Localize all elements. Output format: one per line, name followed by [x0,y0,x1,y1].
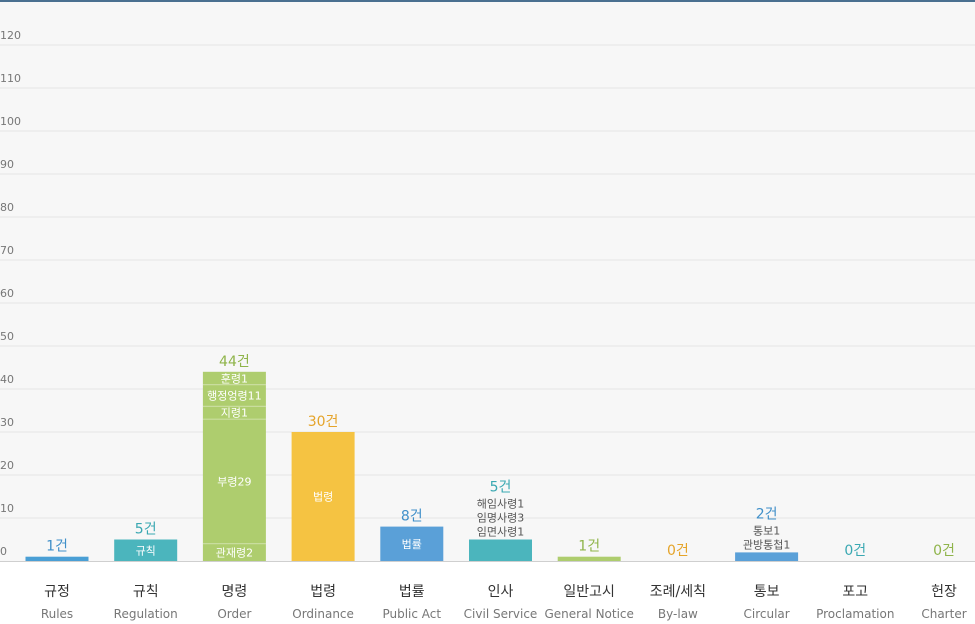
category-label-en: Circular [743,607,789,621]
y-tick-label: 80 [0,201,14,214]
bar-segment [202,384,266,407]
bar-segment-label: 지령1 [221,407,248,420]
bar-note: 임명사령3 [477,512,524,525]
y-tick-label: 50 [0,330,14,343]
bar-total-label: 1건 [578,539,600,555]
y-tick-label: 30 [0,416,14,429]
category-label-ko: 법령 [310,584,336,600]
bar-segment [735,552,799,561]
bar-segment-label: 훈령1 [221,372,248,385]
category-label-en: Charter [921,607,966,621]
bar-total-label: 0건 [933,543,955,559]
category-label-en: Order [217,607,251,621]
category-label-ko: 헌장 [931,584,957,600]
category-label-ko: 통보 [754,584,780,600]
category-label-ko: 규정 [44,584,70,600]
bar-segment [557,556,621,561]
bar-segment-label: 규칙 [136,544,156,557]
y-tick-label: 110 [0,72,21,85]
bar-total-label: 44건 [219,354,250,370]
category-label-en: Ordinance [292,607,354,621]
y-tick-label: 90 [0,158,14,171]
category-label-en: General Notice [544,607,633,621]
y-tick-label: 60 [0,287,14,300]
bar-total-label: 1건 [46,539,68,555]
bar-segment [25,556,89,561]
plot-background [0,0,975,561]
bar-segment-label: 부령29 [217,475,251,488]
bar-segment-label: 법령 [313,491,333,504]
bar-segment [380,526,444,561]
category-label-en: Proclamation [816,607,894,621]
y-tick-label: 40 [0,373,14,386]
bar-total-label: 30건 [308,414,339,430]
bar-segment [202,419,266,544]
bar-total-label: 0건 [844,543,866,559]
category-label-ko: 규칙 [133,584,159,600]
bar-total-label: 8건 [401,509,423,525]
bar-segment [202,371,266,385]
bar-segment [202,406,266,420]
bar-total-label: 5건 [490,480,512,496]
category-label-en: Civil Service [464,607,538,621]
y-tick-label: 100 [0,115,21,128]
bar-segment [291,432,355,561]
y-tick-label: 0 [0,545,7,558]
category-label-ko: 인사 [488,584,514,600]
bar-total-label: 5건 [135,522,157,538]
bar-segment [114,539,178,561]
category-label-ko: 포고 [842,584,868,600]
bar-segment-label: 법률 [402,538,422,551]
bar-note: 임면사령1 [477,526,524,539]
bar-note: 관방통첩1 [743,538,790,551]
y-tick-label: 10 [0,502,14,515]
category-label-en: Regulation [114,607,178,621]
category-label-en: By-law [658,607,698,621]
bar-segment [202,543,266,561]
bar-total-label: 2건 [756,506,778,522]
y-tick-label: 70 [0,244,14,257]
top-border [0,0,975,2]
bar-note: 해임사령1 [477,497,524,511]
bar-segment-label: 행정엉령11 [207,389,261,402]
label-area [0,561,975,624]
y-tick-label: 20 [0,459,14,472]
bar-total-label: 0건 [667,543,689,559]
category-label-en: Rules [41,607,73,621]
category-label-en: Public Act [382,607,441,621]
category-label-ko: 법률 [399,584,425,600]
category-label-ko: 명령 [222,584,248,600]
bar-segment [469,539,532,561]
category-label-ko: 일반고시 [563,584,615,600]
bar-note: 통보1 [753,524,780,537]
category-label-ko: 조례/세칙 [650,584,706,600]
bar-segment-label: 관재령2 [216,546,253,559]
y-tick-label: 120 [0,29,21,42]
